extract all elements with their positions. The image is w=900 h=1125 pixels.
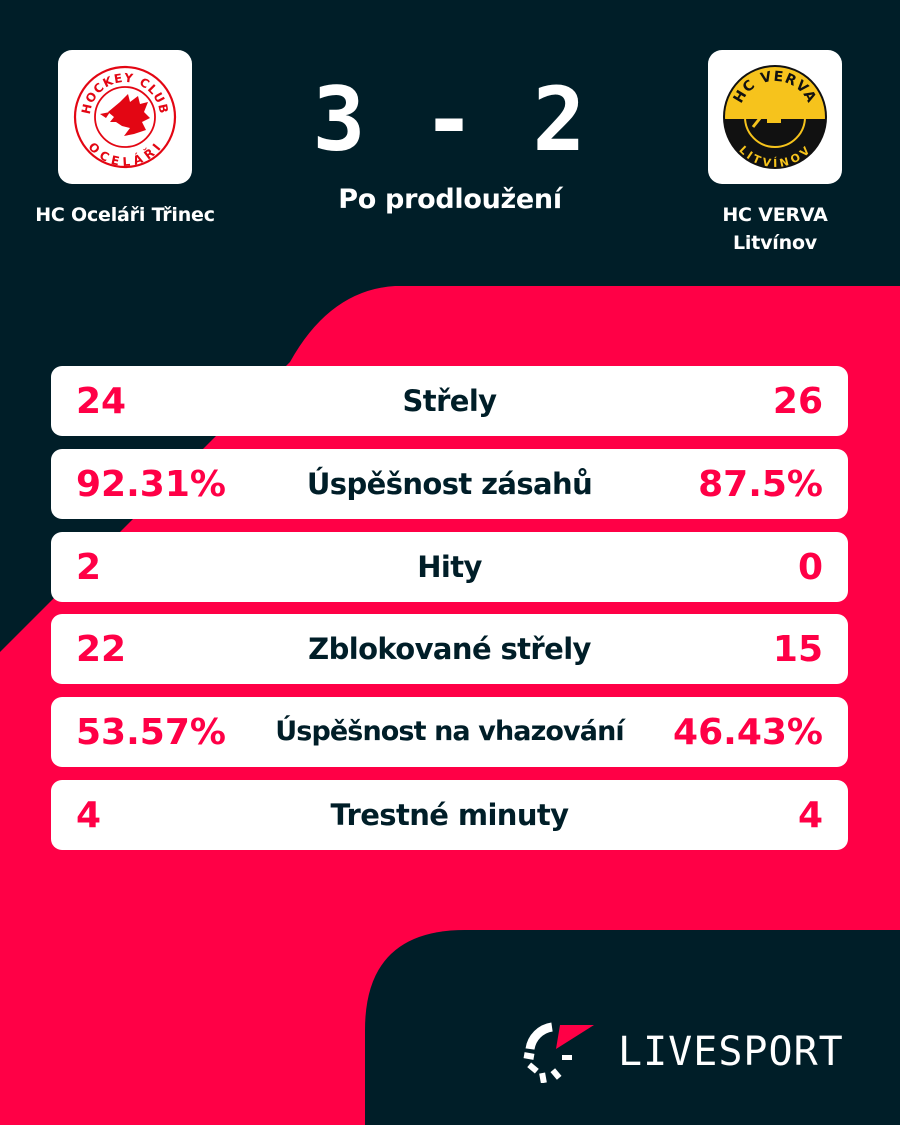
livesport-wordmark: LIVESPORT <box>618 1029 844 1075</box>
stat-label: Úspěšnost na vhazování <box>275 716 624 747</box>
stat-label: Úspěšnost zásahů <box>306 467 593 501</box>
stat-away-value: 15 <box>772 629 823 670</box>
stat-row-faceoff-percentage: Úspěšnost na vhazování 53.57% 46.43% <box>51 697 848 767</box>
stat-home-value: 92.31% <box>76 464 226 505</box>
livesport-brand: LIVESPORT <box>522 1022 844 1083</box>
stat-home-value: 24 <box>76 381 127 422</box>
stat-label: Zblokované střely <box>308 632 591 666</box>
stat-away-value: 46.43% <box>673 712 823 753</box>
stat-away-value: 4 <box>797 795 823 836</box>
away-team-name-line2: Litvínov <box>733 232 817 254</box>
away-team-name-line1: HC VERVA <box>722 204 828 226</box>
stat-row-hits: Hity 2 0 <box>51 532 848 602</box>
stat-away-value: 0 <box>797 547 823 588</box>
stat-row-blocked-shots: Zblokované střely 22 15 <box>51 614 848 684</box>
stat-away-value: 87.5% <box>698 464 823 505</box>
livesport-logo-icon <box>523 1022 594 1083</box>
stat-label: Střely <box>402 384 498 418</box>
away-team-name: HC VERVA Litvínov <box>675 201 875 257</box>
stat-home-value: 53.57% <box>76 712 226 753</box>
stat-home-value: 22 <box>76 629 127 670</box>
stat-row-penalty-minutes: Trestné minuty 4 4 <box>51 780 848 850</box>
match-score: 3 - 2 <box>312 68 588 171</box>
home-team-logo: HOCKEY CLUB OCELÁŘI <box>58 50 192 184</box>
away-team-logo: HC VERVA LITVÍNOV <box>708 50 842 184</box>
stat-home-value: 2 <box>76 547 102 588</box>
home-team-name: HC Oceláři Třinec <box>35 204 215 226</box>
stat-label: Trestné minuty <box>330 798 570 832</box>
stat-away-value: 26 <box>772 381 823 422</box>
stat-row-save-percentage: Úspěšnost zásahů 92.31% 87.5% <box>51 449 848 519</box>
hc-verva-litvinov-logo-icon: HC VERVA LITVÍNOV <box>723 65 827 170</box>
match-status: Po prodloužení <box>338 184 562 215</box>
stat-label: Hity <box>417 550 482 584</box>
hc-ocelari-trinec-logo-icon: HOCKEY CLUB OCELÁŘI <box>73 65 177 169</box>
stat-home-value: 4 <box>76 795 102 836</box>
stat-row-shots: Střely 24 26 <box>51 366 848 436</box>
svg-text:OCELÁŘI: OCELÁŘI <box>86 140 165 169</box>
